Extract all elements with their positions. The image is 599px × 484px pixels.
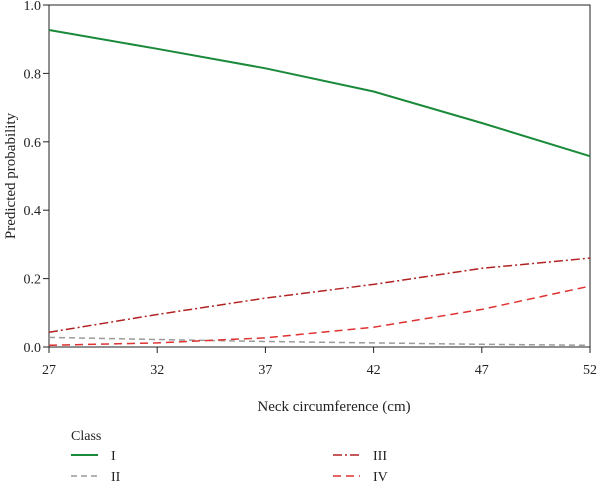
x-tick-label: 47 xyxy=(475,363,489,378)
y-tick-label: 0.4 xyxy=(24,204,42,219)
series-layer xyxy=(48,29,591,347)
legend-label-II: II xyxy=(111,470,121,484)
legend-label-IV: IV xyxy=(373,470,388,484)
series-line-III xyxy=(48,257,591,334)
x-axis-title: Neck circumference (cm) xyxy=(257,399,410,415)
axes: 27 32 37 42 47 52 0.0 0.2 0.4 0.6 0.8 1.0 xyxy=(24,0,598,378)
plot-frame xyxy=(48,4,591,348)
x-tick-label: 42 xyxy=(367,363,381,378)
x-tick-label: 52 xyxy=(583,363,597,378)
y-tick-label: 1.0 xyxy=(24,0,42,14)
y-tick-label: 0.2 xyxy=(24,273,42,288)
x-tick-label: 27 xyxy=(42,363,56,378)
y-axis-title: Predicted probability xyxy=(3,112,19,239)
y-tick-label: 0.0 xyxy=(24,341,42,356)
series-line-IV xyxy=(48,285,591,347)
legend-label-I: I xyxy=(111,449,116,464)
x-tick-label: 32 xyxy=(150,363,164,378)
legend-label-III: III xyxy=(373,449,387,464)
x-tick-label: 37 xyxy=(258,363,272,378)
y-tick-label: 0.6 xyxy=(24,136,42,151)
series-line-I xyxy=(48,29,591,158)
legend-title: Class xyxy=(71,429,101,444)
series-line-II xyxy=(48,336,591,347)
y-tick-label: 0.8 xyxy=(24,67,42,82)
